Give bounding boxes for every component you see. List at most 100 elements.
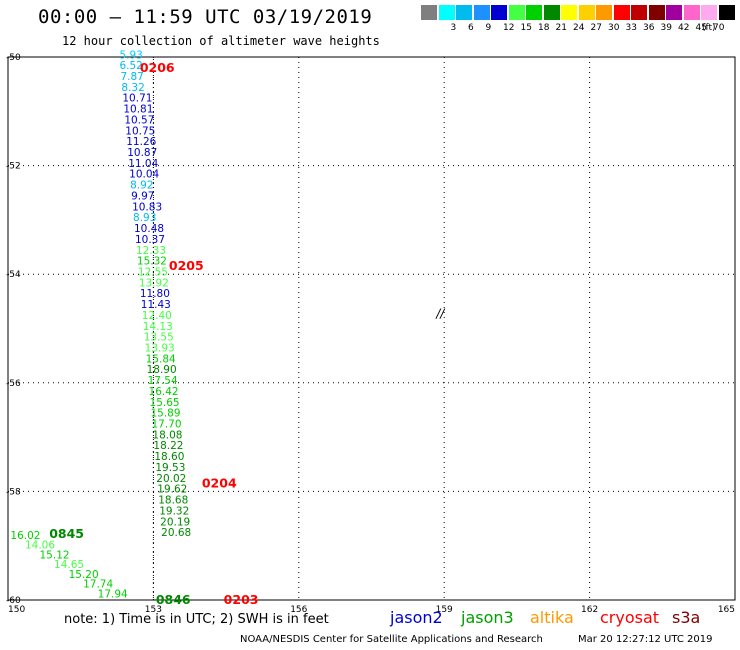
swh-reading: 18.22 bbox=[153, 440, 183, 452]
legend-swatch bbox=[718, 5, 735, 20]
swh-reading: 11.04 bbox=[128, 158, 158, 170]
legend-swatch bbox=[526, 5, 542, 20]
legend-label: 18 bbox=[538, 23, 550, 33]
legend-swatch bbox=[421, 5, 437, 20]
swh-reading: 13.92 bbox=[139, 277, 169, 289]
x-tick-label: 162 bbox=[581, 605, 598, 615]
legend-label: 9 bbox=[485, 23, 492, 33]
y-tick-label: -54 bbox=[6, 270, 21, 280]
swh-reading: 15.12 bbox=[40, 549, 70, 561]
satellite-s3a: s3a bbox=[672, 608, 701, 627]
swh-reading: 16.02 bbox=[10, 530, 40, 542]
swh-reading: 14.13 bbox=[143, 321, 173, 333]
y-tick-label: -52 bbox=[6, 162, 21, 172]
pass-time-label: 0204 bbox=[202, 475, 237, 490]
swh-reading: 10.04 bbox=[129, 169, 159, 181]
legend-label: 21 bbox=[555, 23, 567, 33]
swh-reading: 17.70 bbox=[151, 419, 181, 431]
pass-time-label: 0205 bbox=[169, 258, 204, 273]
satellite-altika: altika bbox=[530, 608, 574, 627]
swh-reading: 11.43 bbox=[141, 299, 171, 311]
swh-reading: 10.83 bbox=[132, 201, 162, 213]
swh-reading: 18.60 bbox=[154, 451, 184, 463]
legend-swatch bbox=[648, 5, 665, 20]
legend-label: 12 bbox=[503, 23, 515, 33]
legend-swatch bbox=[491, 5, 507, 20]
swh-reading: 19.53 bbox=[155, 462, 185, 474]
swh-reading: 13.93 bbox=[145, 343, 175, 355]
legend-swatch bbox=[456, 5, 472, 20]
swh-reading: 12.55 bbox=[138, 266, 168, 278]
pass-time-label: 0203 bbox=[224, 592, 259, 607]
x-tick-label: 150 bbox=[8, 605, 25, 615]
legend-label: 24 bbox=[573, 23, 585, 33]
legend-swatch bbox=[508, 5, 525, 20]
swh-reading: 15.20 bbox=[69, 569, 99, 581]
swh-reading: 8.92 bbox=[130, 180, 153, 192]
satellite-jason3: jason3 bbox=[461, 608, 514, 627]
legend-label: 15 bbox=[520, 23, 532, 33]
page-subtitle: 12 hour collection of altimeter wave hei… bbox=[62, 34, 380, 48]
swh-reading: 20.02 bbox=[156, 473, 186, 485]
swh-reading: 18.08 bbox=[152, 429, 182, 441]
swh-reading: 10.81 bbox=[123, 104, 153, 116]
legend-label: 3 bbox=[450, 23, 457, 33]
footer-note: note: 1) Time is in UTC; 2) SWH is in fe… bbox=[64, 612, 329, 627]
legend-swatch bbox=[596, 5, 612, 20]
pass-time-label: 0846 bbox=[156, 592, 191, 607]
legend-label: 45 bbox=[695, 23, 707, 33]
swh-reading: 10.48 bbox=[134, 223, 164, 235]
swh-reading: 16.42 bbox=[149, 386, 179, 398]
legend-swatch bbox=[701, 5, 717, 20]
x-tick-label: 156 bbox=[290, 605, 307, 615]
swh-reading: 10.75 bbox=[125, 125, 155, 137]
pass-time-label: 0845 bbox=[49, 526, 84, 541]
y-tick-label: -50 bbox=[6, 53, 21, 63]
swh-reading: 14.06 bbox=[25, 540, 55, 552]
satellite-cryosat: cryosat bbox=[600, 608, 660, 627]
color-legend: 3 6 9 12 15 18 21 24 27 30 33 36 39 42 45 70 (ft) bbox=[421, 5, 740, 35]
swh-reading: 20.19 bbox=[160, 516, 190, 528]
legend-swatch bbox=[438, 5, 455, 20]
legend-swatch bbox=[561, 5, 577, 20]
pass-time-label: 0206 bbox=[140, 60, 175, 75]
y-tick-label: -60 bbox=[6, 596, 21, 606]
swh-reading: 10.71 bbox=[122, 93, 152, 105]
legend-swatch bbox=[473, 5, 490, 20]
swh-reading: 10.87 bbox=[127, 147, 157, 159]
legend-swatch bbox=[578, 5, 595, 20]
swh-reading: 13.55 bbox=[144, 332, 174, 344]
legend-unit: (ft) bbox=[702, 23, 716, 33]
legend-label: 36 bbox=[643, 23, 655, 33]
swh-reading: 18.68 bbox=[158, 495, 188, 507]
swh-reading: 18.90 bbox=[147, 364, 177, 376]
swh-reading: 7.87 bbox=[120, 71, 143, 83]
swh-reading: 19.32 bbox=[159, 505, 189, 517]
swh-reading: 17.94 bbox=[98, 588, 128, 600]
generated-timestamp: Mar 20 12:27:12 UTC 2019 bbox=[578, 634, 713, 645]
credit-text: NOAA/NESDIS Center for Satellite Applica… bbox=[240, 634, 543, 645]
y-tick-label: -56 bbox=[6, 379, 21, 389]
swh-reading: 11.80 bbox=[140, 288, 170, 300]
legend-swatch bbox=[613, 5, 630, 20]
swh-reading: 15.65 bbox=[150, 397, 180, 409]
legend-label: 42 bbox=[678, 23, 690, 33]
page-title: 00:00 – 11:59 UTC 03/19/2019 bbox=[38, 6, 373, 28]
swh-reading: 10.37 bbox=[135, 234, 165, 246]
swh-reading: 12.33 bbox=[136, 245, 166, 257]
swh-reading: 15.84 bbox=[146, 353, 176, 365]
swh-reading: 17.74 bbox=[83, 579, 113, 591]
swh-reading: 6.52 bbox=[119, 60, 142, 72]
swh-reading: 19.62 bbox=[157, 484, 187, 496]
satellite-jason2: jason2 bbox=[390, 608, 443, 627]
swh-reading: 14.65 bbox=[54, 559, 84, 571]
swh-reading: 15.32 bbox=[137, 256, 167, 268]
swh-reading: 9.97 bbox=[131, 190, 154, 202]
legend-label: 6 bbox=[468, 23, 474, 33]
legend-swatch bbox=[683, 5, 700, 20]
legend-swatch bbox=[543, 5, 560, 20]
swh-reading: 20.68 bbox=[161, 527, 191, 539]
swh-reading: 8.32 bbox=[121, 82, 144, 94]
